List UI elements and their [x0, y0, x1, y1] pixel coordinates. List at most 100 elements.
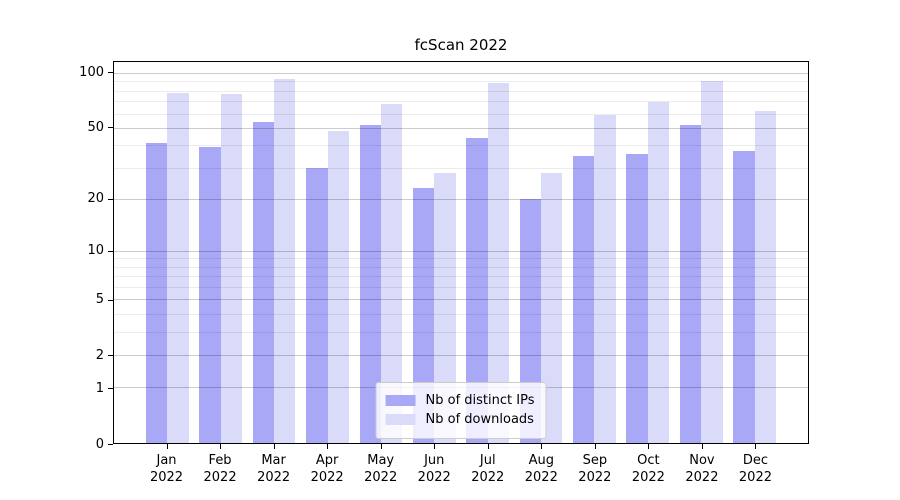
- x-tick-mark-feb: [220, 444, 222, 449]
- y-tick-label-0: 0: [95, 436, 104, 452]
- nb-of-downloads-bar-aug: [541, 173, 563, 443]
- x-tick-label-aug: Aug 2022: [509, 452, 573, 486]
- nb-of-downloads-bar-feb: [220, 93, 243, 443]
- x-tick-year: 2022: [738, 470, 772, 485]
- y-tick-label-20: 20: [87, 191, 104, 207]
- y-tick-mark-0: [108, 444, 113, 445]
- x-tick-label-jul: Jul 2022: [456, 452, 520, 486]
- y-tick-mark-100: [108, 72, 113, 74]
- nb-of-distinct-ips-bar-feb: [199, 147, 221, 443]
- major-gridline-5: [114, 299, 808, 301]
- minor-gridline-40: [114, 145, 808, 147]
- y-tick-mark-10: [108, 250, 113, 252]
- nb-of-distinct-ips-bar-jun: [412, 188, 435, 443]
- y-tick-label-50: 50: [87, 119, 104, 135]
- nb-of-distinct-ips-bar-nov: [679, 124, 702, 443]
- x-tick-month: Jul: [479, 453, 496, 468]
- minor-gridline-8: [114, 266, 808, 268]
- x-tick-mark-jan: [166, 444, 168, 449]
- minor-gridline-30: [114, 167, 808, 169]
- x-tick-label-dec: Dec 2022: [723, 452, 787, 486]
- nb-of-downloads-bar-jun: [434, 173, 456, 443]
- major-gridline-100: [114, 73, 808, 75]
- x-tick-label-sep: Sep 2022: [563, 452, 627, 486]
- nb-of-distinct-ips-bar-mar: [252, 121, 275, 443]
- y-tick-mark-1: [108, 388, 113, 390]
- legend-swatch-icon: [385, 395, 416, 406]
- x-tick-month: Aug: [528, 453, 554, 468]
- x-tick-label-jan: Jan 2022: [135, 452, 199, 486]
- x-tick-mark-mar: [273, 444, 275, 449]
- minor-gridline-60: [114, 113, 808, 115]
- nb-of-downloads-bar-apr: [327, 131, 349, 443]
- minor-gridline-70: [114, 101, 808, 103]
- minor-gridline-3: [114, 331, 808, 333]
- minor-gridline-80: [114, 90, 808, 92]
- x-tick-mark-sep: [594, 444, 596, 449]
- nb-of-downloads-bar-mar: [274, 78, 296, 443]
- x-tick-month: Sep: [582, 453, 608, 468]
- legend-label: Nb of distinct IPs: [425, 393, 535, 408]
- nb-of-distinct-ips-bar-oct: [626, 153, 648, 443]
- x-tick-mark-jun: [434, 444, 436, 449]
- nb-of-downloads-bar-oct: [647, 102, 670, 443]
- minor-gridline-90: [114, 81, 808, 83]
- nb-of-distinct-ips-bar-jan: [146, 143, 168, 443]
- y-tick-label-5: 5: [95, 292, 104, 308]
- x-tick-year: 2022: [471, 470, 505, 485]
- major-gridline-2: [114, 354, 808, 356]
- y-tick-mark-2: [108, 355, 113, 357]
- x-tick-month: Mar: [261, 453, 286, 468]
- x-tick-label-feb: Feb 2022: [188, 452, 252, 486]
- legend: Nb of distinct IPs Nb of downloads: [375, 382, 547, 439]
- x-tick-mark-nov: [701, 444, 703, 449]
- nb-of-distinct-ips-bar-jul: [466, 137, 488, 443]
- nb-of-downloads-bar-dec: [754, 110, 776, 443]
- x-tick-label-mar: Mar 2022: [242, 452, 306, 486]
- x-tick-year: 2022: [257, 470, 291, 485]
- x-tick-label-may: May 2022: [349, 452, 413, 486]
- y-tick-mark-50: [108, 127, 113, 129]
- y-tick-label-2: 2: [95, 347, 104, 363]
- legend-entry-nb-of-distinct-ips: Nb of distinct IPs: [385, 393, 535, 408]
- x-tick-mark-oct: [648, 444, 650, 449]
- x-tick-mark-jul: [487, 444, 489, 449]
- minor-gridline-9: [114, 258, 808, 260]
- y-tick-mark-20: [108, 198, 113, 200]
- nb-of-downloads-bar-jul: [487, 83, 510, 443]
- x-tick-year: 2022: [631, 470, 665, 485]
- x-tick-month: Dec: [742, 453, 769, 468]
- x-tick-mark-aug: [541, 444, 543, 449]
- plot-area: Nb of distinct IPs Nb of downloads: [113, 61, 809, 444]
- major-gridline-20: [114, 198, 808, 200]
- x-tick-year: 2022: [203, 470, 237, 485]
- x-tick-year: 2022: [685, 470, 719, 485]
- major-gridline-50: [114, 127, 808, 129]
- x-tick-label-nov: Nov 2022: [670, 452, 734, 486]
- nb-of-downloads-bar-nov: [701, 80, 723, 443]
- y-tick-label-1: 1: [95, 380, 104, 396]
- legend-entry-nb-of-downloads: Nb of downloads: [385, 412, 535, 427]
- x-tick-label-apr: Apr 2022: [295, 452, 359, 486]
- nb-of-distinct-ips-bar-aug: [519, 198, 542, 443]
- x-tick-label-oct: Oct 2022: [616, 452, 680, 486]
- x-tick-year: 2022: [417, 470, 451, 485]
- nb-of-distinct-ips-bar-sep: [573, 155, 595, 443]
- chart-title: fcScan 2022: [414, 36, 508, 54]
- x-tick-mark-dec: [755, 444, 757, 449]
- x-tick-year: 2022: [364, 470, 398, 485]
- legend-label: Nb of downloads: [425, 412, 534, 427]
- x-tick-month: Oct: [637, 453, 660, 468]
- nb-of-distinct-ips-bar-dec: [733, 151, 755, 443]
- legend-swatch-icon: [385, 414, 416, 425]
- x-tick-month: Nov: [689, 453, 715, 468]
- y-tick-mark-5: [108, 299, 113, 301]
- x-tick-mark-may: [380, 444, 382, 449]
- x-tick-year: 2022: [310, 470, 344, 485]
- y-tick-label-100: 100: [79, 64, 104, 80]
- x-tick-month: Jun: [424, 453, 445, 468]
- x-tick-month: Apr: [315, 453, 339, 468]
- x-tick-year: 2022: [524, 470, 558, 485]
- minor-gridline-6: [114, 287, 808, 289]
- x-tick-mark-apr: [327, 444, 329, 449]
